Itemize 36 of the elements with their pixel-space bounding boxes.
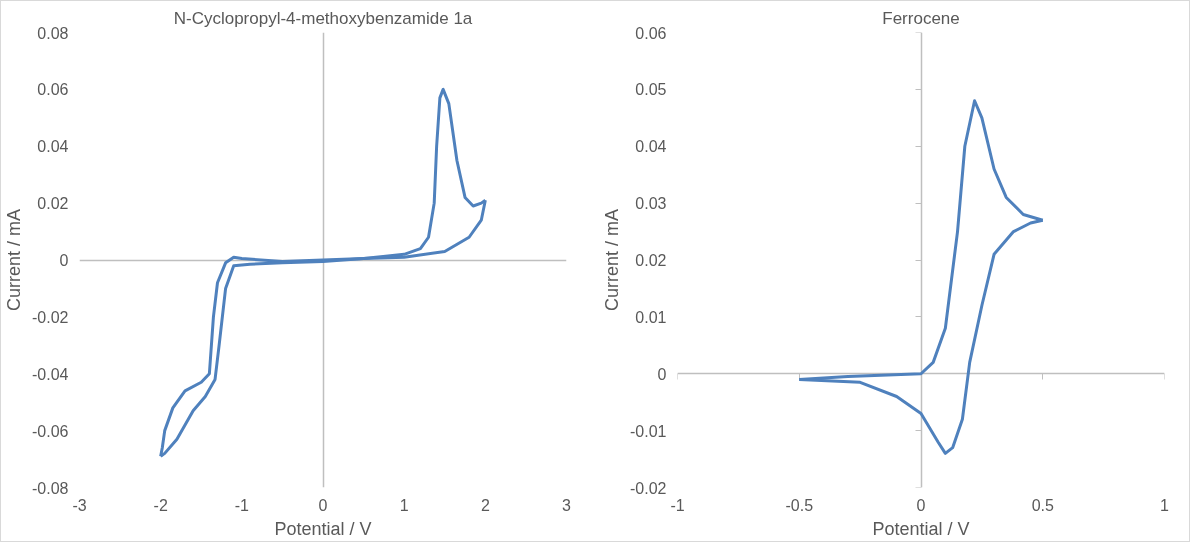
y-tick-label: 0.05 (635, 81, 667, 99)
y-tick-label: 0.03 (635, 195, 667, 213)
x-axis-title: Potential / V (274, 518, 372, 539)
x-tick-label: 0 (916, 496, 926, 514)
x-tick-label: -0.5 (785, 496, 814, 514)
x-axis-title: Potential / V (872, 518, 970, 539)
y-tick-label: -0.01 (630, 422, 667, 440)
y-tick-label: 0.06 (37, 81, 69, 99)
x-tick-label: -3 (72, 496, 87, 514)
x-tick-label: 1 (399, 496, 409, 514)
x-tick-label: -2 (153, 496, 168, 514)
y-tick-label: 0.06 (635, 24, 667, 42)
y-tick-label: -0.04 (32, 365, 69, 383)
y-tick-label: -0.02 (32, 308, 69, 326)
x-tick-label: 3 (562, 496, 572, 514)
y-tick-label: 0.02 (635, 252, 667, 269)
x-tick-label: 0.5 (1031, 496, 1054, 514)
y-tick-label: 0.02 (37, 195, 69, 213)
y-tick-label: 0 (59, 252, 69, 269)
y-tick-label: 0.04 (37, 138, 69, 156)
y-tick-label: 0 (657, 365, 667, 383)
x-tick-label: -1 (234, 496, 250, 514)
chart-title: N-Cyclopropyl-4-methoxybenzamide 1a (173, 8, 473, 28)
x-tick-label: 0 (318, 496, 328, 514)
y-tick-label: 0.04 (635, 138, 667, 156)
y-axis-title: Current / mA (602, 208, 623, 312)
x-tick-label: 2 (480, 496, 490, 514)
y-tick-label: 0.01 (635, 308, 667, 326)
y-tick-label: -0.06 (32, 422, 69, 440)
y-tick-label: 0.08 (37, 24, 69, 42)
chart-title: Ferrocene (882, 8, 960, 28)
x-tick-label: -1 (670, 496, 685, 514)
y-tick-label: -0.08 (32, 479, 69, 497)
y-tick-label: -0.02 (630, 479, 667, 497)
y-axis-title: Current / mA (4, 208, 25, 312)
x-tick-label: 1 (1160, 496, 1170, 514)
